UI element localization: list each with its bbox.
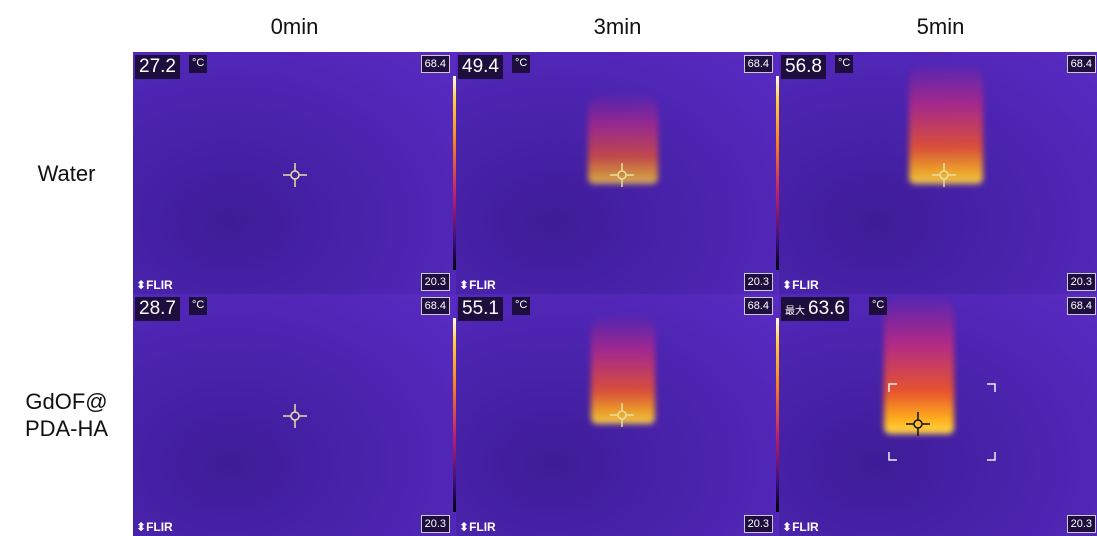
flir-logo: ⬍FLIR [782,278,819,292]
logo-icon: ⬍ [782,278,792,292]
logo-text: FLIR [469,520,496,534]
logo-icon: ⬍ [136,520,146,534]
unit: °C [835,55,853,73]
measure-box [779,294,1097,536]
unit: °C [512,55,530,73]
scale-min: 20.3 [421,273,450,291]
logo-icon: ⬍ [459,278,469,292]
crosshair [607,160,637,190]
thermal-image: 28.7 °C 68.4 20.3 ⬍FLIR [133,294,456,536]
unit: °C [512,297,530,315]
flir-logo: ⬍FLIR [136,520,173,534]
crosshair [607,400,637,430]
thermal-image: 55.1 °C 68.4 20.3 ⬍FLIR [456,294,779,536]
crosshair [280,160,310,190]
temperature-readout: 49.4 [458,55,503,79]
temperature-readout: 55.1 [458,297,503,321]
flir-logo: ⬍FLIR [459,278,496,292]
flir-logo: ⬍FLIR [136,278,173,292]
temperature-readout: 56.8 [781,55,826,79]
figure: 0min3min5minWater27.2°C68.420.3⬍FLIR49.4… [0,0,1097,536]
crosshair [929,160,959,190]
temperature-value: 56.8 [785,56,822,77]
thermal-image: 56.8 °C 68.4 20.3 ⬍FLIR [779,52,1097,294]
temperature-readout: 28.7 [135,297,180,321]
scale-max: 68.4 [1067,55,1096,73]
unit: °C [189,55,207,73]
scale-max: 68.4 [744,55,773,73]
scale-min: 20.3 [1067,273,1096,291]
unit: °C [189,297,207,315]
column-header: 5min [779,14,1097,40]
logo-text: FLIR [469,278,496,292]
row-label: GdOF@ PDA-HA [0,294,133,536]
scale-max: 68.4 [421,297,450,315]
crosshair [280,401,310,431]
scale-min: 20.3 [744,515,773,533]
logo-icon: ⬍ [136,278,146,292]
scale-min: 20.3 [744,273,773,291]
logo-text: FLIR [146,278,173,292]
temperature-value: 49.4 [462,56,499,77]
logo-text: FLIR [146,520,173,534]
thermal-image: 49.4 °C 68.4 20.3 ⬍FLIR [456,52,779,294]
column-header: 3min [456,14,779,40]
flir-logo: ⬍FLIR [459,520,496,534]
logo-icon: ⬍ [459,520,469,534]
logo-text: FLIR [792,278,819,292]
temperature-value: 55.1 [462,298,499,319]
column-header: 0min [133,14,456,40]
scale-max: 68.4 [421,55,450,73]
thermal-image: 27.2 °C 68.4 20.3 ⬍FLIR [133,52,456,294]
row-label: Water [0,52,133,294]
temperature-value: 28.7 [139,298,176,319]
scale-max: 68.4 [744,297,773,315]
temperature-value: 27.2 [139,56,176,77]
temperature-readout: 27.2 [135,55,180,79]
scale-min: 20.3 [421,515,450,533]
